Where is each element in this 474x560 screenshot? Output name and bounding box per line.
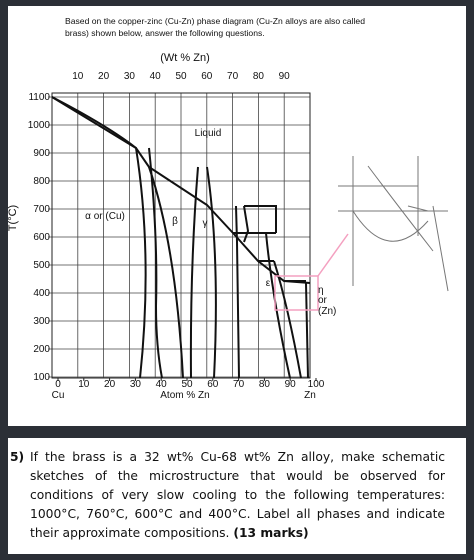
epsilon-right — [273, 260, 302, 379]
y-tick-label: 700 — [33, 204, 50, 215]
top-tick-label: 30 — [124, 71, 136, 82]
alpha-boundary — [51, 96, 147, 379]
bottom-tick-label: 40 — [156, 379, 168, 390]
delta-left — [235, 205, 240, 379]
bottom-tick-label: 70 — [233, 379, 245, 390]
question-text: If the brass is a 32 wt% Cu-68 wt% Zn al… — [30, 450, 445, 540]
top-tick-label: 10 — [72, 71, 84, 82]
phase-label: γ — [203, 218, 208, 229]
phase-label: or — [318, 295, 328, 306]
question: 5) If the brass is a 32 wt% Cu-68 wt% Zn … — [10, 448, 445, 543]
bottom-tick-label: 50 — [181, 379, 193, 390]
y-tick-label: 200 — [33, 344, 50, 355]
beta-left — [148, 147, 163, 379]
bottom-tick-label: 90 — [285, 379, 297, 390]
phase-label: Liquid — [195, 128, 222, 139]
gamma-right — [206, 166, 217, 379]
phase-diagram: Based on the copper-zinc (Cu-Zn) phase d… — [7, 16, 449, 401]
question-panel: 5) If the brass is a 32 wt% Cu-68 wt% Zn … — [8, 438, 466, 554]
phase-label: (Zn) — [318, 306, 336, 317]
phase-label: η — [318, 285, 324, 296]
inset-sketch — [338, 156, 449, 292]
eta-boundary — [305, 282, 309, 379]
phase-label: ε — [266, 278, 271, 289]
top-tick-label: 90 — [279, 71, 291, 82]
bottom-tick-label: 80 — [259, 379, 271, 390]
pointer-arrow — [317, 233, 349, 277]
y-tick-label: 1000 — [28, 120, 51, 131]
y-tick-label: 1100 — [28, 92, 50, 103]
bottom-tick-label: 10 — [78, 379, 90, 390]
phase-label: α or (Cu) — [85, 211, 125, 222]
bottom-tick-label: 0 — [55, 379, 61, 390]
top-tick-label: 40 — [150, 71, 162, 82]
y-tick-label: 800 — [33, 176, 50, 187]
y-tick-label: 900 — [33, 148, 50, 159]
top-tick-label: 80 — [253, 71, 265, 82]
top-tick-label: 50 — [175, 71, 187, 82]
bottom-tick-label: 30 — [130, 379, 142, 390]
y-tick-label: 400 — [33, 288, 50, 299]
delta-right — [243, 205, 250, 243]
top-tick-label: 20 — [98, 71, 110, 82]
beta-right — [148, 166, 184, 379]
plot-frame — [51, 92, 311, 379]
diagram-panel: Based on the copper-zinc (Cu-Zn) phase d… — [7, 6, 466, 426]
delta-box — [244, 205, 277, 233]
top-axis-label: (Wt % Zn) — [160, 52, 210, 64]
bottom-tick-label: 100 — [308, 379, 325, 390]
y-tick-label: 600 — [33, 232, 50, 243]
y-tick-label: 300 — [33, 316, 50, 327]
bottom-left-label: Cu — [52, 390, 65, 401]
bottom-tick-label: 60 — [207, 379, 219, 390]
phase-label: β — [172, 216, 178, 227]
top-tick-label: 70 — [227, 71, 239, 82]
intro-line: Based on the copper-zinc (Cu-Zn) phase d… — [65, 16, 365, 38]
highlight-box — [274, 275, 319, 311]
y-tick-label: 100 — [33, 372, 50, 383]
y-tick-label: 500 — [33, 260, 50, 271]
top-tick-label: 60 — [201, 71, 213, 82]
gamma-left — [189, 166, 199, 379]
bottom-axis-label: Atom % Zn — [160, 390, 209, 401]
isotherms — [258, 260, 306, 282]
bottom-tick-label: 20 — [104, 379, 116, 390]
grid — [48, 93, 317, 381]
phase-labels: Liquid α or (Cu) β γ ε ηor(Zn) — [85, 128, 336, 317]
question-marks: (13 marks) — [233, 526, 309, 540]
bottom-right-label: Zn — [304, 390, 316, 401]
y-axis-label: T(°C) — [8, 205, 19, 231]
phase-boundaries — [51, 96, 311, 379]
question-number: 5) — [10, 450, 25, 464]
